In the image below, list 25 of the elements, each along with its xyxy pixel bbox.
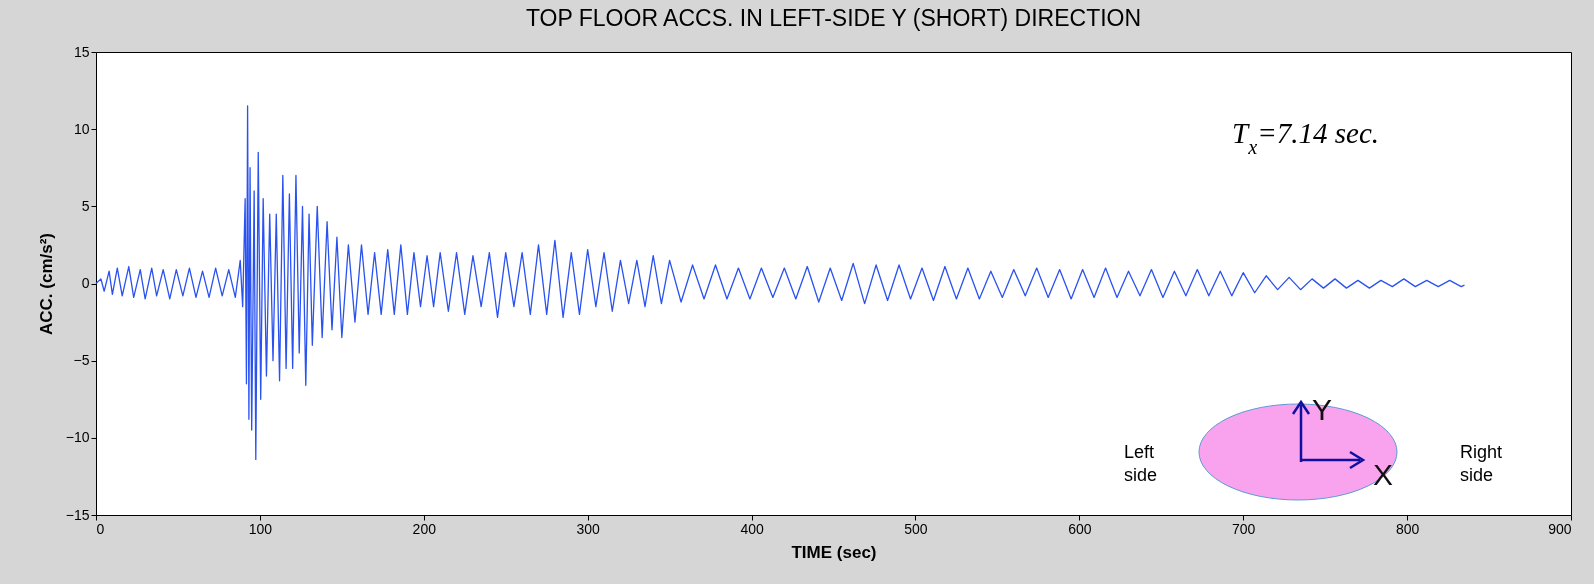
x-tick-label: 500: [904, 520, 928, 537]
annotation: X: [1373, 458, 1394, 491]
x-tick-label: 100: [248, 520, 273, 537]
y-axis-title: ACC. (cm/s²): [36, 232, 56, 336]
x-tick-label: 800: [1395, 520, 1420, 537]
y-tick-label: −10: [65, 429, 90, 446]
annotation: Y: [1312, 393, 1333, 426]
x-tick-label: 600: [1068, 520, 1092, 537]
x-axis-title: TIME (sec): [791, 542, 877, 562]
y-tick-label: 10: [73, 120, 90, 137]
y-tick-label: 5: [81, 197, 90, 214]
x-tick-label: 900: [1548, 520, 1572, 537]
annotation: Left side: [1124, 442, 1158, 485]
y-tick-label: −15: [65, 506, 90, 523]
x-tick-label: 200: [412, 520, 437, 537]
chart-title: TOP FLOOR ACCS. IN LEFT-SIDE Y (SHORT) DIRECTION: [525, 5, 1142, 31]
annotation: Right side: [1460, 442, 1503, 485]
y-tick-label: 0: [81, 275, 90, 291]
y-tick-label: −5: [73, 352, 90, 369]
x-tick-label: 400: [740, 520, 764, 537]
x-tick-label: 700: [1232, 520, 1256, 537]
y-tick-label: 15: [73, 43, 90, 60]
annotation: T$_{x}$=7.14 sec.: [1232, 117, 1380, 158]
x-tick-label: 300: [576, 520, 601, 537]
x-tick-label: 0: [96, 520, 105, 537]
